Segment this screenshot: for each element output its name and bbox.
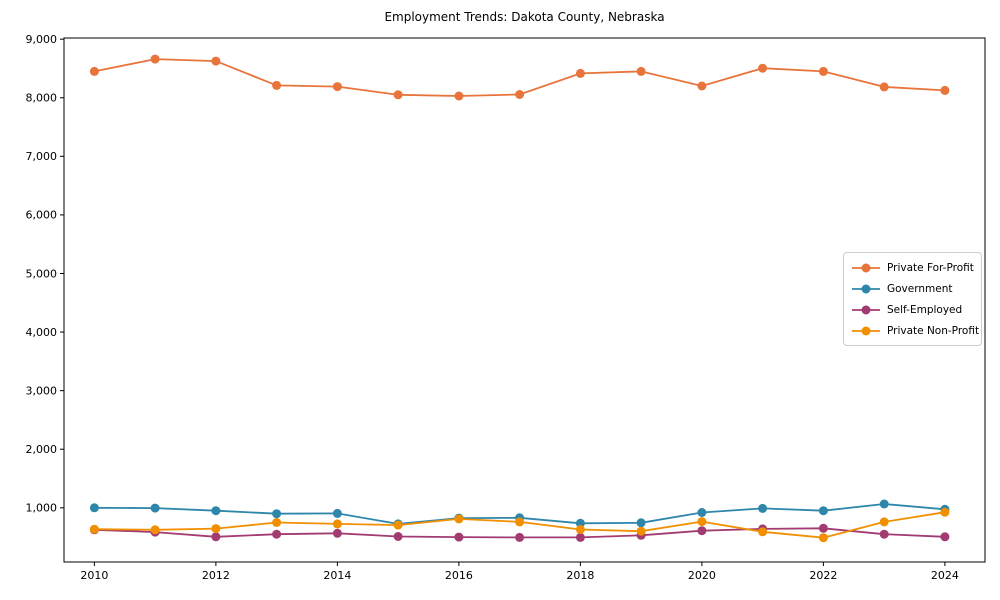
legend-label: Private Non-Profit	[887, 324, 980, 337]
line-marker-icon	[852, 284, 880, 293]
svg-text:5,000: 5,000	[26, 267, 58, 280]
line-marker-icon	[852, 305, 880, 314]
svg-text:6,000: 6,000	[26, 209, 58, 222]
svg-text:2018: 2018	[566, 569, 594, 582]
chart-title: Employment Trends: Dakota County, Nebras…	[384, 10, 665, 24]
svg-text:2016: 2016	[445, 569, 473, 582]
line-marker-icon	[852, 263, 880, 272]
svg-text:7,000: 7,000	[26, 150, 58, 163]
legend: Private For-Profit Government Self-Emplo…	[843, 252, 982, 346]
svg-text:8,000: 8,000	[26, 92, 58, 105]
svg-text:9,000: 9,000	[26, 33, 58, 46]
line-marker-icon	[852, 326, 880, 335]
svg-text:2020: 2020	[688, 569, 716, 582]
svg-text:3,000: 3,000	[26, 384, 58, 397]
legend-item-self-employed: Self-Employed	[851, 299, 974, 320]
legend-item-private-non-profit: Private Non-Profit	[851, 320, 979, 341]
svg-text:4,000: 4,000	[26, 326, 58, 339]
svg-text:2,000: 2,000	[26, 443, 58, 456]
svg-text:2024: 2024	[931, 569, 959, 582]
legend-label: Self-Employed	[887, 303, 963, 316]
svg-text:2010: 2010	[80, 569, 108, 582]
legend-label: Private For-Profit	[887, 261, 974, 274]
svg-text:2012: 2012	[202, 569, 230, 582]
svg-text:2022: 2022	[809, 569, 837, 582]
svg-text:1,000: 1,000	[26, 502, 58, 515]
legend-label: Government	[887, 282, 953, 295]
legend-item-private-for-profit: Private For-Profit	[851, 257, 974, 278]
legend-item-government: Government	[851, 278, 974, 299]
svg-text:2014: 2014	[323, 569, 351, 582]
